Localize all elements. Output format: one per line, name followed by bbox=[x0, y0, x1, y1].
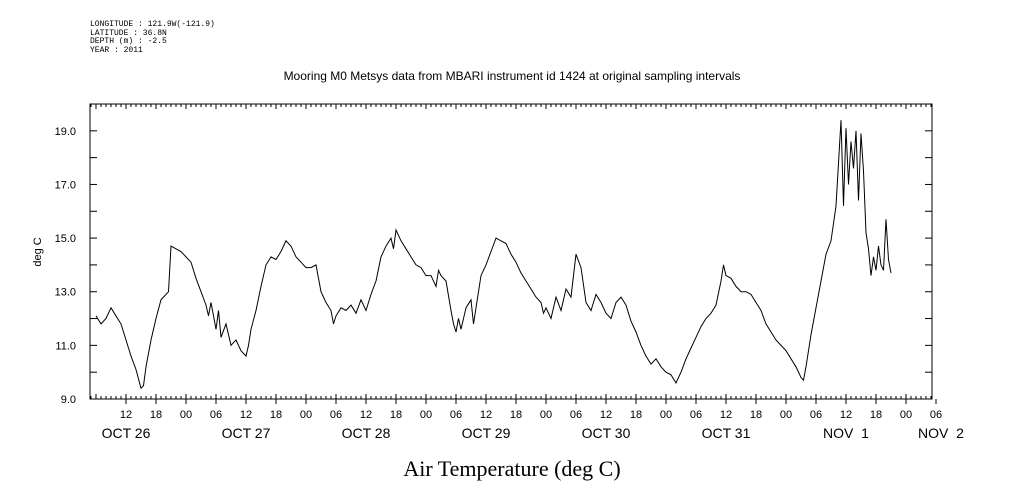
x-hour-label: 00 bbox=[660, 409, 672, 421]
x-date-label: NOV 2 bbox=[918, 425, 964, 441]
x-hour-label: 06 bbox=[570, 409, 582, 421]
x-hour-label: 12 bbox=[840, 409, 852, 421]
x-date-label: OCT 30 bbox=[582, 425, 631, 441]
x-date-label: OCT 27 bbox=[222, 425, 271, 441]
y-tick-label: 9.0 bbox=[61, 394, 76, 406]
x-hour-label: 06 bbox=[210, 409, 222, 421]
x-date-label: OCT 29 bbox=[462, 425, 511, 441]
y-tick-label: 11.0 bbox=[55, 340, 76, 352]
x-hour-label: 12 bbox=[480, 409, 492, 421]
y-tick-label: 13.0 bbox=[55, 287, 76, 299]
x-hour-label: 00 bbox=[300, 409, 312, 421]
longitude-text: LONGITUDE : 121.9W(-121.9) bbox=[90, 20, 215, 29]
depth-text: DEPTH (m) : -2.5 bbox=[90, 37, 167, 46]
x-hour-label: 06 bbox=[930, 409, 942, 421]
chart-title: Mooring M0 Metsys data from MBARI instru… bbox=[284, 69, 741, 83]
x-axis-ticks: 12 18 00 06 12 18 00 06 12 18 00 06 12 18 00 06 12 18 00 06… bbox=[102, 399, 964, 441]
year-text: YEAR : 2011 bbox=[90, 45, 143, 55]
x-hour-label: 12 bbox=[120, 409, 132, 421]
x-hour-label: 06 bbox=[690, 409, 702, 421]
y-tick-label: 15.0 bbox=[55, 233, 76, 245]
x-hour-label: 00 bbox=[900, 409, 912, 421]
series-line-air-temperature bbox=[95, 120, 892, 390]
x-hour-label: 12 bbox=[240, 409, 252, 421]
x-hour-label: 00 bbox=[420, 409, 432, 421]
x-hour-label: 18 bbox=[750, 409, 762, 421]
metadata-block: LONGITUDE : 121.9W(-121.9) LATITUDE : 36… bbox=[90, 20, 215, 55]
y-tick-label: 17.0 bbox=[55, 179, 76, 191]
y-tick-label: 19.0 bbox=[55, 126, 76, 138]
x-hour-label: 18 bbox=[150, 409, 162, 421]
x-hour-label: 12 bbox=[360, 409, 372, 421]
x-hour-label: 18 bbox=[390, 409, 402, 421]
y-axis-label: deg C bbox=[32, 237, 44, 266]
x-hour-label: 18 bbox=[870, 409, 882, 421]
y-axis-ticks: 9.0 11.0 13.0 15.0 17.0 19.0 bbox=[55, 103, 932, 406]
x-hour-label: 06 bbox=[810, 409, 822, 421]
x-hour-label: 06 bbox=[450, 409, 462, 421]
latitude-text: LATITUDE : 36.8N bbox=[90, 28, 167, 38]
x-date-label: OCT 28 bbox=[342, 425, 391, 441]
x-hour-label: 18 bbox=[270, 409, 282, 421]
minor-ticks bbox=[90, 104, 932, 399]
x-hour-label: 00 bbox=[180, 409, 192, 421]
x-hour-label: 12 bbox=[600, 409, 612, 421]
x-hour-label: 18 bbox=[630, 409, 642, 421]
x-axis-label: Air Temperature (deg C) bbox=[403, 456, 620, 481]
x-date-label: NOV 1 bbox=[823, 425, 869, 441]
x-hour-label: 12 bbox=[720, 409, 732, 421]
plot-frame bbox=[89, 103, 933, 400]
x-hour-label: 00 bbox=[540, 409, 552, 421]
x-hour-label: 00 bbox=[780, 409, 792, 421]
x-date-label: OCT 31 bbox=[702, 425, 751, 441]
x-hour-label: 18 bbox=[510, 409, 522, 421]
x-hour-label: 06 bbox=[330, 409, 342, 421]
x-date-label: OCT 26 bbox=[102, 425, 151, 441]
